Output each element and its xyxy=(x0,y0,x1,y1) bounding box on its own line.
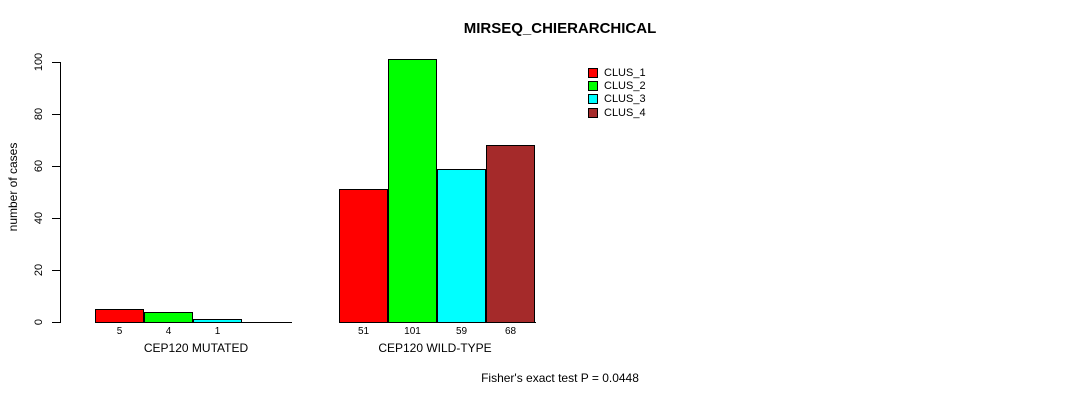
y-tick-mark xyxy=(52,322,60,323)
y-tick-label: 20 xyxy=(33,263,45,277)
legend-label: CLUS_3 xyxy=(604,93,646,106)
chart-title: MIRSEQ_CHIERARCHICAL xyxy=(463,20,657,37)
bar-value-label: 5 xyxy=(116,326,123,337)
bar-clus_2 xyxy=(144,312,193,323)
y-axis-label: number of cases xyxy=(6,142,20,232)
legend-item-clus_4: CLUS_4 xyxy=(588,106,646,119)
legend-item-clus_3: CLUS_3 xyxy=(588,93,646,106)
bar-clus_1 xyxy=(339,189,388,323)
legend-label: CLUS_2 xyxy=(604,79,646,92)
bar-value-label: 51 xyxy=(357,326,370,337)
legend-item-clus_2: CLUS_2 xyxy=(588,79,646,92)
bar-value-label: 101 xyxy=(404,326,421,337)
bar-value-label: 68 xyxy=(504,326,517,337)
y-tick-mark xyxy=(52,270,60,271)
bar-value-label: 59 xyxy=(455,326,468,337)
legend-swatch-icon xyxy=(588,94,598,105)
bar-clus_2 xyxy=(388,59,437,323)
y-tick-mark xyxy=(52,166,60,167)
y-tick-label: 100 xyxy=(33,52,45,72)
legend-label: CLUS_1 xyxy=(604,66,646,79)
legend-swatch-icon xyxy=(588,107,598,118)
y-tick-label: 60 xyxy=(33,159,45,173)
legend-swatch-icon xyxy=(588,67,598,78)
legend: CLUS_1 CLUS_2 CLUS_3 CLUS_4 xyxy=(588,66,646,119)
y-tick-label: 80 xyxy=(33,107,45,121)
y-axis-line xyxy=(60,62,61,323)
y-tick-mark xyxy=(52,114,60,115)
legend-label: CLUS_4 xyxy=(604,106,646,119)
bar-clus_4 xyxy=(486,145,535,323)
y-tick-label: 0 xyxy=(33,318,45,326)
legend-item-clus_1: CLUS_1 xyxy=(588,66,646,79)
bar-clus_1 xyxy=(95,309,144,323)
fisher-test-annotation: Fisher's exact test P = 0.0448 xyxy=(481,371,639,385)
legend-swatch-icon xyxy=(588,80,598,91)
bar-value-label: 1 xyxy=(214,326,221,337)
x-group-label-wildtype: CEP120 WILD-TYPE xyxy=(378,341,492,355)
y-tick-mark xyxy=(52,62,60,63)
x-group-label-mutated: CEP120 MUTATED xyxy=(143,341,249,355)
bar-clus_3 xyxy=(437,169,486,323)
bar-value-label: 4 xyxy=(165,326,172,337)
y-tick-label: 40 xyxy=(33,211,45,225)
y-tick-mark xyxy=(52,218,60,219)
bar-clus_3 xyxy=(193,319,242,323)
